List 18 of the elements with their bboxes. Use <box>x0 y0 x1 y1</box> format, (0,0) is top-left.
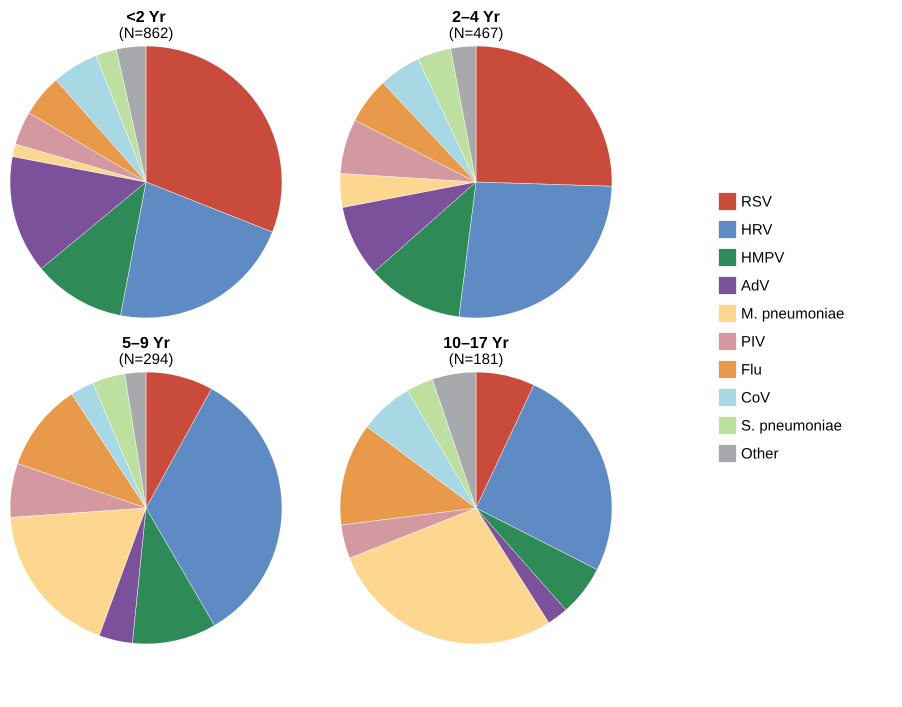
legend-label: RSV <box>741 193 772 210</box>
chart-subtitle: (N=181) <box>448 351 504 368</box>
legend-label: CoV <box>741 389 770 406</box>
chart-title: 2–4 Yr <box>452 9 500 26</box>
legend-label: PIV <box>741 333 766 350</box>
chart-subtitle: (N=467) <box>448 25 504 42</box>
chart-title: 5–9 Yr <box>122 335 170 352</box>
chart-title: 10–17 Yr <box>443 335 509 352</box>
legend-label: Flu <box>741 361 762 378</box>
legend-label: S. pneumoniae <box>741 417 842 434</box>
legend-label: Other <box>741 445 779 462</box>
chart-subtitle: (N=294) <box>118 351 174 368</box>
legend-label: HRV <box>741 221 772 238</box>
chart-title: <2 Yr <box>126 9 166 26</box>
legend-label: M. pneumoniae <box>741 305 844 322</box>
chart-subtitle: (N=862) <box>118 25 174 42</box>
legend-label: HMPV <box>741 249 784 266</box>
legend-label: AdV <box>741 277 770 294</box>
